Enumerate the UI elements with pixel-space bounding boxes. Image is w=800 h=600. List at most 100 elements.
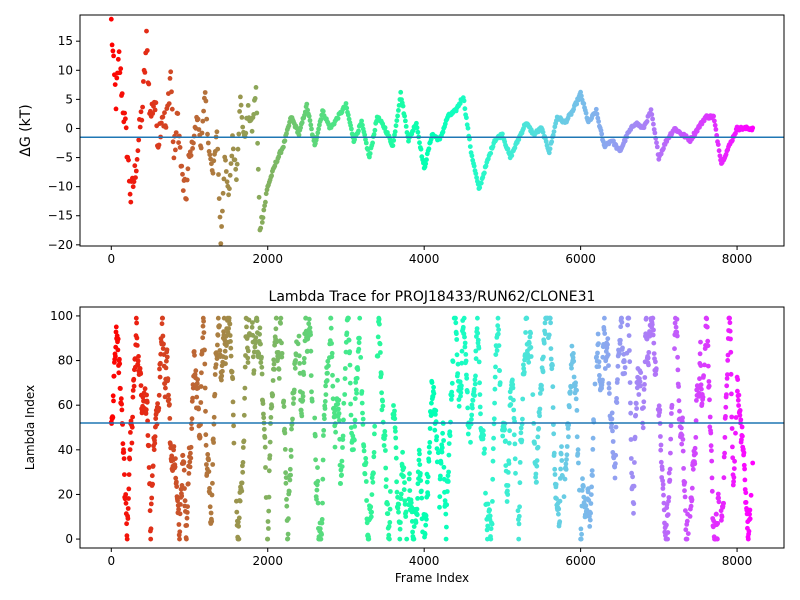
lambda-point [426, 458, 432, 464]
lambda-point [737, 408, 743, 413]
lambda-x-label: Frame Index [395, 571, 469, 585]
lambda-point [406, 476, 412, 482]
delta-g-point [256, 194, 262, 200]
lambda-point [735, 388, 740, 394]
delta-g-point [372, 127, 378, 133]
lambda-point [369, 509, 374, 515]
lambda-point [437, 494, 443, 500]
lambda-point [542, 320, 548, 326]
lambda-point [320, 457, 326, 463]
lambda-point [614, 400, 620, 405]
lambda-point [313, 457, 318, 463]
lambda-point [336, 411, 342, 416]
lambda-point [383, 465, 389, 471]
delta-g-point [395, 113, 400, 119]
lambda-point [212, 372, 218, 377]
lambda-point [507, 428, 512, 434]
lambda-point [628, 410, 634, 416]
lambda-point [699, 401, 705, 407]
lambda-point [268, 415, 274, 420]
lambda-point [209, 519, 215, 524]
lambda-point [693, 418, 699, 424]
lambda-point [561, 494, 567, 500]
delta-g-point [128, 199, 134, 205]
lambda-point [383, 448, 388, 453]
lambda-point [697, 351, 703, 357]
lambda-point [279, 351, 285, 356]
lambda-point [335, 401, 341, 407]
lambda-point [631, 483, 637, 489]
lambda-point [330, 396, 336, 402]
lambda-point [305, 348, 310, 354]
lambda-point [739, 437, 744, 443]
lambda-point [339, 458, 345, 464]
lambda-point [226, 315, 232, 321]
lambda-point [477, 392, 483, 397]
delta-g-point [733, 130, 738, 136]
lambda-point [570, 355, 576, 360]
lambda-point [121, 456, 127, 461]
delta-g-point [549, 139, 555, 145]
delta-g-point [599, 131, 605, 137]
lambda-point [728, 349, 734, 355]
lambda-point [429, 380, 435, 385]
lambda-point [323, 392, 329, 397]
lambda-point [653, 371, 659, 377]
lambda-point [151, 447, 157, 453]
lambda-point [475, 330, 481, 336]
lambda-point [742, 477, 748, 483]
lambda-point [301, 356, 307, 361]
delta-g-point [240, 124, 246, 130]
lambda-point [380, 398, 385, 404]
delta-g-point [269, 173, 274, 179]
lambda-point [312, 433, 318, 439]
delta-g-point [228, 161, 234, 167]
y-tick-label: −15 [48, 209, 73, 223]
lambda-point [372, 423, 378, 429]
lambda-point [551, 450, 557, 456]
lambda-point [627, 380, 633, 385]
delta-g-point [169, 89, 174, 95]
lambda-point [125, 506, 131, 511]
delta-g-point [123, 125, 129, 131]
delta-g-point [205, 131, 210, 137]
lambda-point [563, 461, 569, 467]
lambda-point [716, 499, 722, 505]
delta-g-point [315, 130, 321, 136]
lambda-point [281, 404, 287, 409]
delta-g-point [713, 126, 719, 132]
delta-g-point [390, 143, 396, 149]
lambda-point [341, 400, 347, 406]
lambda-point [524, 315, 530, 321]
x-tick-label: 4000 [409, 554, 440, 568]
lambda-point [729, 426, 735, 431]
lambda-point [130, 388, 136, 393]
lambda-point [156, 405, 162, 411]
lambda-point [124, 521, 129, 527]
lambda-point [359, 400, 365, 406]
lambda-point [182, 498, 188, 504]
lambda-point [575, 451, 581, 457]
lambda-point [319, 520, 325, 526]
lambda-point [152, 440, 158, 446]
lambda-point [148, 501, 154, 507]
delta-g-point [201, 108, 207, 114]
delta-g-point [123, 116, 128, 122]
lambda-point [434, 434, 440, 440]
delta-g-point [396, 108, 401, 113]
lambda-point [515, 508, 521, 514]
lambda-point [541, 340, 547, 346]
x-tick-label: 0 [107, 554, 115, 568]
lambda-point [271, 361, 277, 367]
delta-g-point [414, 120, 419, 126]
lambda-point [731, 479, 736, 484]
delta-g-point [715, 142, 721, 148]
lambda-point [381, 443, 387, 448]
lambda-point [281, 398, 287, 404]
lambda-point [649, 322, 655, 327]
lambda-point [721, 454, 727, 460]
lambda-point [314, 487, 320, 493]
lambda-point [447, 433, 453, 439]
lambda-point [622, 359, 627, 364]
lambda-point [628, 437, 634, 442]
